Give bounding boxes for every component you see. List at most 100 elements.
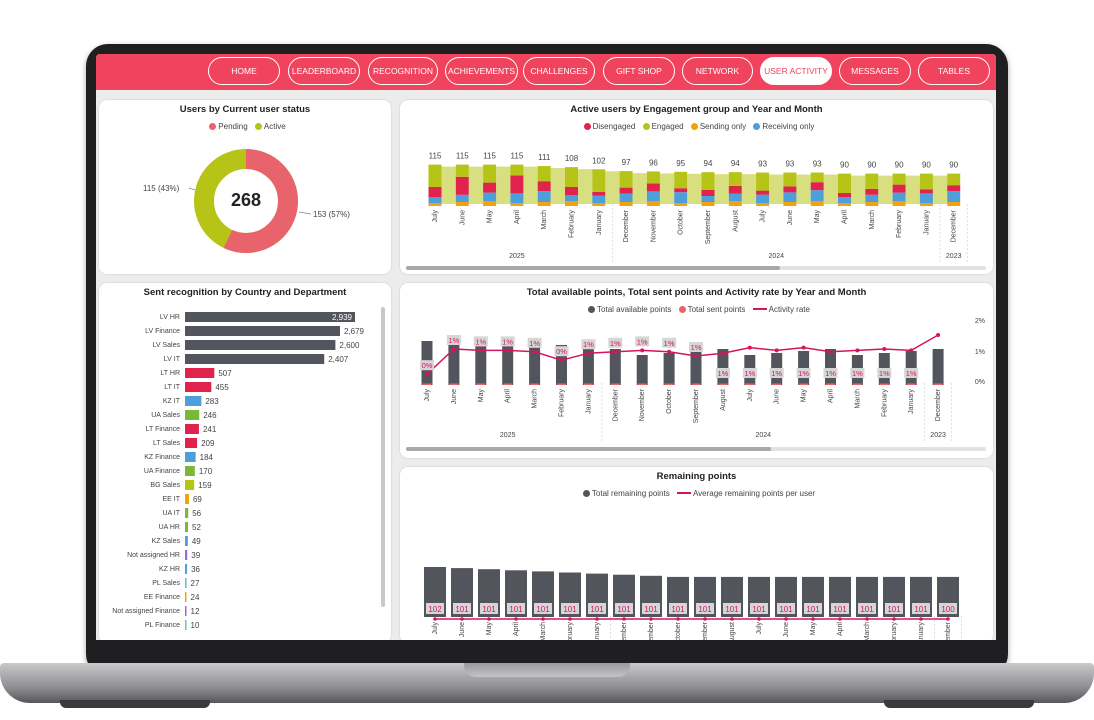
engagement-receiving-bar[interactable]	[756, 194, 770, 203]
engagement-receiving-bar[interactable]	[455, 194, 469, 202]
engagement-sending-bar[interactable]	[783, 202, 797, 206]
engagement-disengaged-bar[interactable]	[537, 181, 551, 192]
activity-rate-point[interactable]	[586, 351, 591, 356]
sent-points-bar[interactable]	[879, 383, 889, 386]
engagement-receiving-bar[interactable]	[674, 192, 688, 203]
engagement-engaged-bar[interactable]	[947, 173, 961, 186]
sent-points-bar[interactable]	[933, 383, 943, 386]
engagement-sending-bar[interactable]	[483, 201, 497, 206]
nav-tables-button[interactable]: TABLES	[918, 57, 990, 85]
activity-rate-point[interactable]	[828, 349, 833, 354]
engagement-engaged-bar[interactable]	[455, 164, 469, 177]
activity-rate-point[interactable]	[505, 348, 510, 353]
donut-pending-slice[interactable]	[194, 149, 298, 253]
engagement-sending-bar[interactable]	[865, 202, 879, 206]
available-points-bar[interactable]	[663, 353, 675, 385]
engagement-receiving-bar[interactable]	[619, 193, 633, 202]
engagement-receiving-bar[interactable]	[810, 190, 824, 201]
engagement-disengaged-bar[interactable]	[674, 188, 688, 193]
engagement-disengaged-bar[interactable]	[510, 175, 524, 194]
average-remaining-point[interactable]	[514, 617, 518, 621]
average-remaining-point[interactable]	[811, 617, 815, 621]
recognition-bar[interactable]	[185, 536, 188, 546]
recognition-bar[interactable]	[185, 620, 187, 630]
recognition-bar[interactable]	[185, 438, 198, 448]
sent-points-bar[interactable]	[637, 383, 647, 386]
engagement-engaged-bar[interactable]	[810, 172, 824, 183]
chart-scroll-thumb[interactable]	[406, 266, 780, 270]
activity-rate-point[interactable]	[532, 349, 537, 354]
engagement-sending-bar[interactable]	[892, 201, 906, 206]
activity-rate-point[interactable]	[694, 354, 698, 358]
available-points-bar[interactable]	[690, 351, 702, 385]
sent-points-bar[interactable]	[852, 383, 862, 386]
available-points-bar[interactable]	[529, 343, 541, 385]
engagement-receiving-bar[interactable]	[646, 191, 660, 201]
engagement-disengaged-bar[interactable]	[455, 176, 469, 195]
engagement-engaged-bar[interactable]	[838, 173, 851, 193]
sent-points-bar[interactable]	[906, 383, 916, 386]
engagement-disengaged-bar[interactable]	[783, 186, 797, 193]
average-remaining-point[interactable]	[568, 617, 572, 621]
sent-points-bar[interactable]	[745, 383, 755, 386]
engagement-receiving-bar[interactable]	[783, 192, 797, 202]
engagement-disengaged-bar[interactable]	[838, 193, 851, 197]
sent-points-bar[interactable]	[449, 383, 459, 386]
activity-rate-point[interactable]	[720, 351, 725, 356]
engagement-engaged-bar[interactable]	[728, 172, 742, 186]
available-points-bar[interactable]	[932, 349, 944, 385]
recognition-bar[interactable]	[185, 522, 189, 532]
engagement-disengaged-bar[interactable]	[756, 190, 770, 195]
engagement-disengaged-bar[interactable]	[728, 185, 742, 194]
sent-points-bar[interactable]	[826, 383, 835, 386]
engagement-disengaged-bar[interactable]	[565, 187, 578, 195]
engagement-disengaged-bar[interactable]	[483, 182, 497, 193]
activity-rate-point[interactable]	[451, 347, 456, 351]
average-remaining-point[interactable]	[838, 617, 842, 621]
sent-points-bar[interactable]	[691, 383, 701, 386]
engagement-sending-bar[interactable]	[810, 201, 824, 206]
engagement-engaged-bar[interactable]	[428, 164, 442, 187]
engagement-receiving-bar[interactable]	[838, 197, 851, 203]
recognition-bar[interactable]	[185, 480, 195, 490]
recognition-bar[interactable]	[185, 592, 187, 602]
available-points-bar[interactable]	[582, 341, 594, 385]
average-remaining-point[interactable]	[676, 617, 680, 621]
average-remaining-point[interactable]	[730, 617, 734, 621]
engagement-engaged-bar[interactable]	[919, 173, 933, 190]
engagement-disengaged-bar[interactable]	[919, 189, 933, 194]
recognition-bar[interactable]	[185, 312, 355, 322]
sent-points-bar[interactable]	[503, 383, 513, 386]
recognition-bar[interactable]	[185, 606, 187, 616]
average-remaining-point[interactable]	[595, 617, 599, 621]
activity-rate-point[interactable]	[801, 345, 806, 350]
activity-rate-point[interactable]	[640, 348, 645, 353]
average-remaining-point[interactable]	[460, 617, 464, 621]
engagement-engaged-bar[interactable]	[646, 171, 660, 184]
sent-points-bar[interactable]	[718, 383, 728, 386]
engagement-engaged-bar[interactable]	[674, 171, 688, 189]
activity-rate-point[interactable]	[774, 348, 779, 353]
engagement-sending-bar[interactable]	[701, 202, 715, 206]
available-points-bar[interactable]	[825, 349, 836, 385]
average-remaining-point[interactable]	[622, 617, 626, 621]
engagement-sending-bar[interactable]	[947, 202, 961, 206]
engagement-engaged-bar[interactable]	[701, 172, 715, 190]
activity-rate-point[interactable]	[747, 345, 752, 350]
engagement-disengaged-bar[interactable]	[592, 191, 606, 196]
available-points-bar[interactable]	[636, 355, 648, 385]
sent-points-bar[interactable]	[799, 383, 809, 386]
recognition-scrollbar[interactable]	[381, 307, 385, 607]
engagement-disengaged-bar[interactable]	[892, 184, 906, 193]
engagement-engaged-bar[interactable]	[537, 166, 551, 182]
activity-rate-point[interactable]	[613, 349, 618, 354]
engagement-sending-bar[interactable]	[455, 202, 469, 206]
engagement-engaged-bar[interactable]	[619, 171, 633, 188]
available-points-bar[interactable]	[717, 349, 729, 385]
engagement-receiving-bar[interactable]	[537, 191, 551, 202]
available-points-bar[interactable]	[609, 349, 621, 385]
activity-rate-point[interactable]	[425, 372, 429, 377]
engagement-sending-bar[interactable]	[565, 201, 578, 206]
sent-points-bar[interactable]	[422, 383, 432, 386]
sent-points-bar[interactable]	[772, 383, 782, 386]
